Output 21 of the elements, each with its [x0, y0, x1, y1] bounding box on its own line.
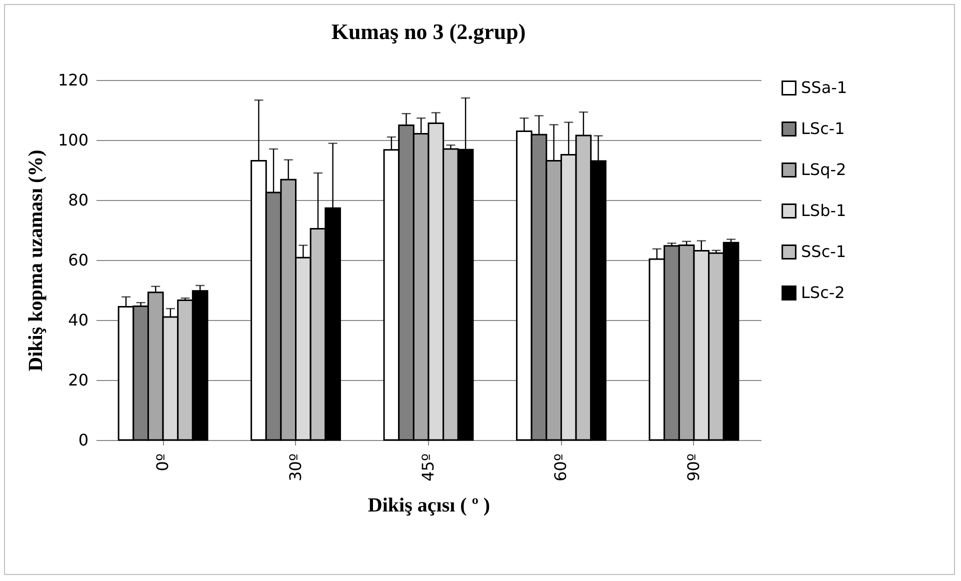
legend-label: LSc-1	[801, 119, 845, 138]
y-tick-label: 100	[58, 130, 88, 150]
x-axis-title: Dikiş açısı ( º )	[368, 494, 490, 516]
chart-title: Kumaş no 3 (2.grup)	[331, 19, 526, 44]
y-tick-label: 60	[68, 250, 88, 270]
legend-label: SSc-1	[801, 242, 846, 261]
x-tick-label: 45º	[418, 454, 438, 482]
x-tick-label: 90º	[684, 454, 703, 482]
legend-label: LSb-1	[801, 201, 846, 220]
legend-label: SSa-1	[801, 78, 848, 97]
legend-label: LSc-2	[801, 283, 845, 302]
y-axis-title: Dikiş kopma uzaması (%)	[24, 150, 47, 372]
x-tick-label: 0º	[153, 454, 172, 472]
x-tick-label: 30º	[286, 454, 305, 482]
y-tick-label: 120	[58, 70, 88, 90]
y-tick-label: 0	[78, 430, 88, 450]
legend-label: LSq-2	[801, 160, 846, 179]
y-tick-label: 40	[68, 310, 88, 330]
x-tick-label: 60º	[551, 454, 570, 482]
y-tick-label: 20	[68, 370, 88, 390]
y-tick-label: 80	[68, 190, 88, 210]
